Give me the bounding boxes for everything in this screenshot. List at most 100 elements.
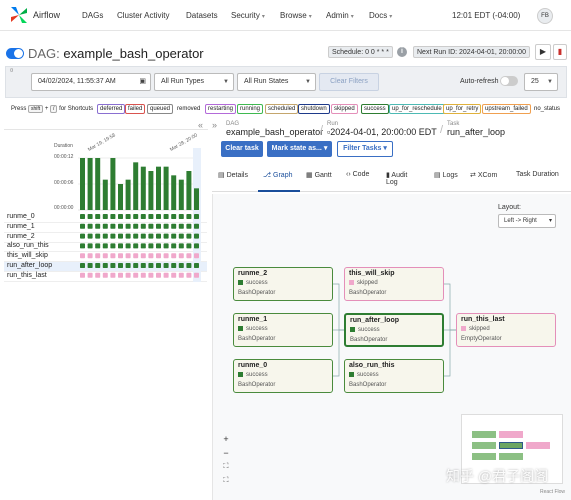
task-row-label[interactable]: run_after_loop	[7, 262, 53, 269]
task-instance-cell[interactable]	[125, 253, 131, 259]
task-row-label[interactable]: runme_2	[7, 232, 35, 240]
task-instance-cell[interactable]	[87, 233, 93, 239]
task-row-label[interactable]: this_will_skip	[7, 252, 48, 260]
task-instance-cell[interactable]	[125, 243, 131, 249]
task-instance-cell[interactable]	[178, 214, 184, 219]
tab-audit-log[interactable]: ▮ Audit Log	[386, 171, 418, 186]
task-instance-cell[interactable]	[194, 233, 199, 239]
task-instance-cell[interactable]	[110, 253, 116, 259]
duration-bar[interactable]	[95, 158, 101, 210]
task-instance-cell[interactable]	[163, 214, 169, 219]
legend-chip-no-status[interactable]: no_status	[531, 104, 564, 114]
task-instance-cell[interactable]	[95, 272, 101, 278]
task-instance-cell[interactable]	[125, 214, 131, 219]
duration-bar[interactable]	[178, 179, 184, 210]
tab-xcom[interactable]: ⇄ XCom	[470, 171, 497, 179]
task-instance-cell[interactable]	[102, 243, 108, 249]
task-instance-cell[interactable]	[163, 272, 169, 278]
task-instance-cell[interactable]	[80, 233, 85, 239]
task-instance-cell[interactable]	[186, 243, 192, 249]
task-instance-cell[interactable]	[87, 272, 93, 278]
task-instance-cell[interactable]	[163, 233, 169, 239]
auto-refresh-toggle[interactable]	[500, 76, 518, 86]
task-instance-cell[interactable]	[194, 253, 199, 259]
task-instance-cell[interactable]	[194, 214, 199, 219]
legend-chip-upstream-failed[interactable]: upstream_failed	[482, 104, 531, 114]
task-instance-cell[interactable]	[171, 214, 177, 219]
task-instance-cell[interactable]	[87, 214, 93, 219]
zoom-in-button[interactable]: +	[223, 434, 229, 444]
task-instance-cell[interactable]	[186, 272, 192, 278]
task-instance-cell[interactable]	[102, 233, 108, 239]
task-instance-cell[interactable]	[133, 272, 139, 278]
task-instance-cell[interactable]	[125, 272, 131, 278]
filter-collapse-icon[interactable]: ¤	[10, 68, 14, 74]
layout-select[interactable]: Left -> Right ▾	[498, 214, 556, 228]
nav-security[interactable]: Security ▾	[231, 11, 265, 20]
run-type-select[interactable]: All Run Types ▼	[154, 73, 234, 91]
task-instance-cell[interactable]	[140, 223, 146, 229]
duration-bar[interactable]	[186, 171, 192, 210]
task-instance-cell[interactable]	[148, 253, 154, 259]
mark-state-button[interactable]: Mark state as... ▾	[267, 141, 332, 157]
task-instance-cell[interactable]	[156, 243, 161, 249]
task-instance-cell[interactable]	[156, 233, 161, 239]
task-instance-cell[interactable]	[171, 233, 177, 239]
task-instance-cell[interactable]	[110, 272, 116, 278]
task-instance-cell[interactable]	[163, 223, 169, 229]
task-instance-cell[interactable]	[171, 253, 177, 259]
nav-cluster-activity[interactable]: Cluster Activity	[117, 11, 170, 20]
task-instance-cell[interactable]	[133, 243, 139, 249]
graph-node-runme-2[interactable]: runme_2 success BashOperator	[233, 267, 333, 301]
task-instance-cell[interactable]	[102, 223, 108, 229]
task-instance-cell[interactable]	[118, 253, 123, 259]
crumb-run-value[interactable]: ▫2024-04-01, 20:00:00 EDT	[327, 127, 437, 137]
duration-bar[interactable]	[87, 158, 93, 210]
task-instance-cell[interactable]	[171, 272, 177, 278]
tab-code[interactable]: ‹› Code	[346, 171, 369, 178]
task-row-label[interactable]: also_run_this	[7, 242, 49, 250]
graph-node-also-run-this[interactable]: also_run_this success BashOperator	[344, 359, 444, 393]
task-instance-cell[interactable]	[140, 272, 146, 278]
legend-chip-deferred[interactable]: deferred	[97, 104, 126, 114]
task-instance-cell[interactable]	[140, 214, 146, 219]
task-instance-cell[interactable]	[156, 253, 161, 259]
legend-chip-up-for-retry[interactable]: up_for_retry	[443, 104, 482, 114]
legend-chip-restarting[interactable]: restarting	[205, 104, 237, 114]
graph-minimap[interactable]	[461, 414, 563, 484]
task-instance-cell[interactable]	[80, 253, 85, 259]
tab-details[interactable]: ▤ Details	[218, 171, 248, 179]
page-size-select[interactable]: 25 ▼	[524, 73, 558, 91]
duration-bar[interactable]	[171, 175, 177, 210]
lock-view-button[interactable]: ⛶	[223, 477, 229, 484]
info-icon[interactable]: i	[397, 47, 407, 57]
trigger-dag-button[interactable]: ▶	[535, 44, 551, 60]
tab-logs[interactable]: ▤ Logs	[434, 171, 458, 179]
task-row-label[interactable]: run_this_last	[7, 271, 47, 279]
task-instance-cell[interactable]	[178, 243, 184, 249]
duration-bar[interactable]	[148, 171, 154, 210]
legend-chip-skipped[interactable]: skipped	[331, 104, 358, 114]
task-instance-cell[interactable]	[140, 243, 146, 249]
task-instance-cell[interactable]	[87, 243, 93, 249]
task-instance-cell[interactable]	[171, 243, 177, 249]
graph-node-this-will-skip[interactable]: this_will_skip skipped BashOperator	[344, 267, 444, 301]
task-instance-cell[interactable]	[156, 223, 161, 229]
legend-chip-up-for-reschedule[interactable]: up_for_reschedule	[389, 104, 445, 114]
duration-bar[interactable]	[163, 166, 169, 210]
brand-name[interactable]: Airflow	[33, 10, 61, 20]
task-instance-cell[interactable]	[125, 223, 131, 229]
graph-node-runme-0[interactable]: runme_0 success BashOperator	[233, 359, 333, 393]
task-instance-cell[interactable]	[133, 223, 139, 229]
duration-bar[interactable]	[102, 179, 108, 210]
task-instance-cell[interactable]	[148, 214, 154, 219]
task-instance-cell[interactable]	[95, 243, 101, 249]
task-instance-cell[interactable]	[148, 272, 154, 278]
task-instance-cell[interactable]	[133, 253, 139, 259]
task-instance-cell[interactable]	[80, 272, 85, 278]
task-instance-cell[interactable]	[186, 233, 192, 239]
duration-bar[interactable]	[140, 166, 146, 210]
duration-bar[interactable]	[156, 166, 161, 210]
task-instance-cell[interactable]	[148, 223, 154, 229]
user-avatar[interactable]: FB	[537, 8, 553, 24]
